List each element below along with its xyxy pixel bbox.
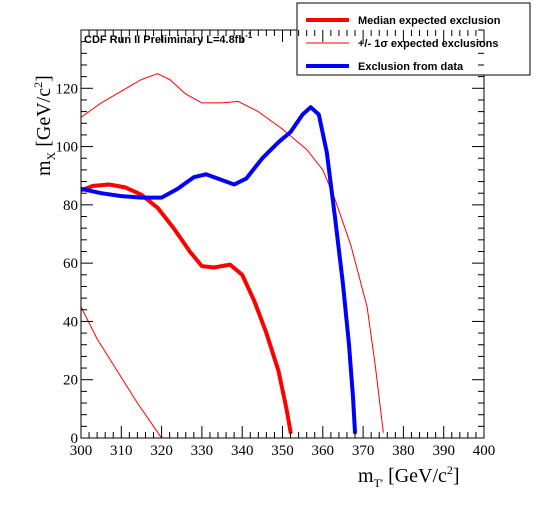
x-axis-label-symbol: m (358, 465, 374, 487)
x-tick-label: 330 (191, 443, 214, 459)
plot-frame (80, 29, 485, 439)
y-axis-label-subscript: X (44, 151, 58, 160)
chart-title-text: CDF Run II Preliminary L=4.8fb (84, 34, 245, 46)
y-tick-label: 0 (71, 431, 79, 447)
series-line-median (81, 182, 293, 435)
y-axis-label: mX [GeV/c2] (31, 75, 58, 176)
y-axis-label-unit-end: ] (33, 75, 55, 82)
x-tick-label: 380 (392, 443, 415, 459)
x-axis-label-subscript: T' (374, 476, 384, 490)
y-tick-label: 80 (63, 198, 78, 214)
series-line-observed (81, 105, 357, 435)
chart-title: CDF Run II Preliminary L=4.8fb-1 (84, 31, 253, 46)
legend-label-sigma: +/- 1σ expected exclusions (358, 38, 499, 50)
legend-label-median: Median expected exclusion (358, 15, 501, 27)
series-line-sigma_upper (81, 73, 384, 433)
x-tick-label: 350 (271, 443, 294, 459)
legend-box (296, 2, 531, 76)
legend: Median expected exclusion +/- 1σ expected… (296, 2, 531, 76)
x-tick-label: 360 (312, 443, 335, 459)
y-axis-label-symbol: m (33, 160, 55, 176)
y-tick-label: 40 (63, 314, 78, 330)
x-tick-label: 390 (432, 443, 455, 459)
x-tick-label: 300 (70, 443, 93, 459)
y-tick-label: 20 (63, 373, 78, 389)
x-axis-label-unit-sup: 2 (447, 463, 453, 477)
legend-label-observed: Exclusion from data (358, 61, 464, 73)
chart-title-superscript: -1 (245, 31, 253, 40)
y-tick-label: 120 (56, 81, 79, 97)
x-tick-label: 340 (231, 443, 254, 459)
x-tick-label: 370 (352, 443, 375, 459)
series-line-sigma_lower (81, 306, 163, 438)
x-axis-label-unit-end: ] (453, 465, 460, 487)
y-tick-label: 60 (63, 256, 78, 272)
x-tick-label: 400 (473, 443, 496, 459)
x-tick-label: 320 (150, 443, 173, 459)
x-axis-label-unit: [GeV/c (388, 465, 447, 487)
y-axis-label-unit-sup: 2 (31, 82, 45, 88)
x-tick-label: 310 (110, 443, 133, 459)
y-tick-label: 100 (56, 140, 79, 156)
x-axis-label: mT' [GeV/c2] (358, 463, 460, 490)
y-axis-label-unit: [GeV/c (33, 88, 55, 147)
